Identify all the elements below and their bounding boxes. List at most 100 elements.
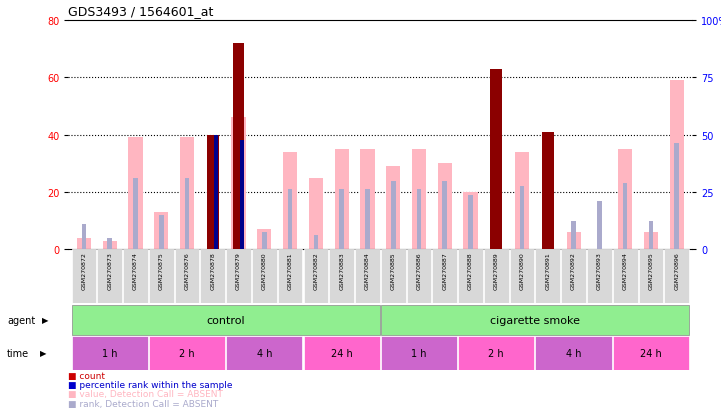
Text: control: control xyxy=(206,315,245,325)
Bar xyxy=(597,201,602,250)
Bar xyxy=(510,250,534,304)
Bar xyxy=(262,233,267,250)
Bar xyxy=(252,250,277,304)
Text: ▶: ▶ xyxy=(40,349,46,358)
Text: GSM270890: GSM270890 xyxy=(520,252,525,289)
Bar xyxy=(520,187,524,250)
Bar xyxy=(571,221,576,250)
Bar xyxy=(490,69,502,250)
Text: 1 h: 1 h xyxy=(102,348,118,358)
Bar xyxy=(340,190,344,250)
Bar xyxy=(309,178,323,250)
Bar xyxy=(102,241,117,250)
Bar xyxy=(365,190,370,250)
Bar xyxy=(561,250,586,304)
Bar xyxy=(613,250,637,304)
Text: GSM270874: GSM270874 xyxy=(133,252,138,289)
Text: 24 h: 24 h xyxy=(640,348,662,358)
Bar xyxy=(226,250,251,304)
Bar xyxy=(484,250,509,304)
Bar xyxy=(674,144,679,250)
Text: 24 h: 24 h xyxy=(331,348,353,358)
Bar xyxy=(214,135,218,250)
Bar xyxy=(159,216,164,250)
Text: GSM270885: GSM270885 xyxy=(391,252,396,289)
Bar xyxy=(515,152,529,250)
Bar xyxy=(207,135,218,250)
Bar xyxy=(464,192,477,250)
Bar xyxy=(386,167,400,250)
Text: time: time xyxy=(7,348,30,358)
Bar xyxy=(128,138,143,250)
Bar xyxy=(458,337,534,370)
Bar xyxy=(71,337,148,370)
Bar xyxy=(438,164,452,250)
Bar xyxy=(639,250,663,304)
Bar xyxy=(536,337,611,370)
Bar xyxy=(567,233,580,250)
Text: GSM270893: GSM270893 xyxy=(597,252,602,289)
Text: GSM270887: GSM270887 xyxy=(442,252,447,289)
Text: GSM270882: GSM270882 xyxy=(314,252,319,289)
Text: GSM270896: GSM270896 xyxy=(674,252,679,289)
Text: agent: agent xyxy=(7,315,35,325)
Bar xyxy=(433,250,457,304)
Bar xyxy=(71,250,97,304)
Bar xyxy=(304,250,328,304)
Bar xyxy=(185,178,190,250)
Bar xyxy=(283,152,297,250)
Bar xyxy=(304,337,380,370)
Text: ■ percentile rank within the sample: ■ percentile rank within the sample xyxy=(68,380,233,389)
Bar xyxy=(664,250,689,304)
Text: ■ value, Detection Call = ABSENT: ■ value, Detection Call = ABSENT xyxy=(68,389,224,399)
Bar xyxy=(391,181,396,250)
Text: GSM270895: GSM270895 xyxy=(648,252,653,289)
Text: GSM270884: GSM270884 xyxy=(365,252,370,289)
Bar xyxy=(174,250,200,304)
Text: GSM270894: GSM270894 xyxy=(623,252,628,289)
Text: 4 h: 4 h xyxy=(566,348,581,358)
Bar xyxy=(180,138,194,250)
Bar xyxy=(649,221,653,250)
Text: 2 h: 2 h xyxy=(489,348,504,358)
Text: ■ rank, Detection Call = ABSENT: ■ rank, Detection Call = ABSENT xyxy=(68,399,218,408)
Bar xyxy=(381,337,457,370)
Bar xyxy=(587,250,611,304)
Bar xyxy=(71,305,380,335)
Bar xyxy=(618,150,632,250)
Text: GDS3493 / 1564601_at: GDS3493 / 1564601_at xyxy=(68,5,214,18)
Text: 4 h: 4 h xyxy=(257,348,272,358)
Bar xyxy=(613,337,689,370)
Bar xyxy=(335,150,349,250)
Bar xyxy=(644,233,658,250)
Bar xyxy=(670,81,684,250)
Bar xyxy=(123,250,148,304)
Bar xyxy=(278,250,303,304)
Bar xyxy=(536,250,560,304)
Bar xyxy=(381,305,689,335)
Bar xyxy=(546,210,550,250)
Text: GSM270878: GSM270878 xyxy=(211,252,216,289)
Bar xyxy=(226,337,303,370)
Text: GSM270892: GSM270892 xyxy=(571,252,576,289)
Text: GSM270880: GSM270880 xyxy=(262,252,267,289)
Text: GSM270872: GSM270872 xyxy=(81,252,87,289)
Bar xyxy=(412,150,426,250)
Bar xyxy=(133,178,138,250)
Bar xyxy=(623,184,627,250)
Bar xyxy=(329,250,354,304)
Bar xyxy=(200,250,225,304)
Bar xyxy=(407,250,431,304)
Text: ▶: ▶ xyxy=(42,316,48,325)
Text: GSM270881: GSM270881 xyxy=(288,252,293,289)
Bar xyxy=(360,150,374,250)
Text: ■ count: ■ count xyxy=(68,371,105,380)
Bar xyxy=(149,337,225,370)
Bar xyxy=(443,181,447,250)
Text: GSM270889: GSM270889 xyxy=(494,252,499,289)
Bar xyxy=(107,238,112,250)
Text: GSM270888: GSM270888 xyxy=(468,252,473,289)
Bar xyxy=(288,190,293,250)
Bar xyxy=(81,224,87,250)
Text: GSM270883: GSM270883 xyxy=(339,252,344,289)
